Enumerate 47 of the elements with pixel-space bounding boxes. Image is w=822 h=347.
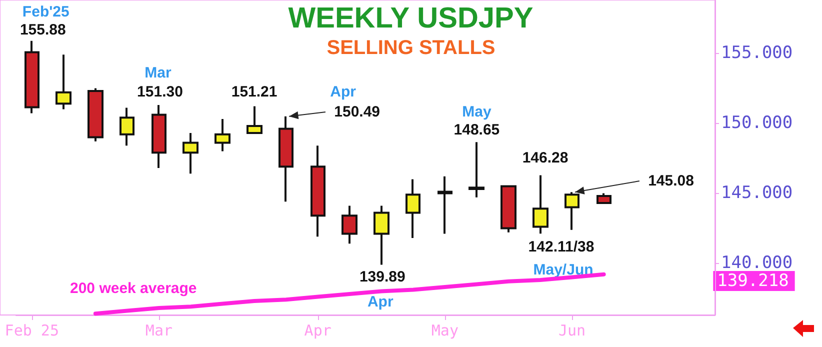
x-tick-label: Mar [145,322,173,340]
series-label: 200 week average [70,280,197,297]
candlestick [88,87,104,142]
annotation: 150.49 [334,104,380,120]
candlestick [438,175,452,235]
text: SELLING STALLS [326,37,496,59]
annotation: Feb'25 [22,4,70,20]
annotation: 146.28 [522,150,568,166]
y-tick-label: 140.000 [721,253,793,274]
x-tick-label: Feb 25 [4,322,59,340]
candlestick [246,105,262,134]
annotation: 145.08 [648,172,694,190]
annotation: 142.11/38 [528,238,594,256]
x-tick-label: Apr [304,322,332,340]
candlestick [500,185,516,234]
y-tick-label: 150.000 [721,113,793,134]
candlestick [468,141,484,198]
candlestick [182,132,198,175]
candlestick [56,54,72,110]
candlestick [214,118,230,152]
candlestick [120,106,134,147]
candlestick [24,40,40,114]
annotation: 155.88 [20,22,66,38]
candlestick [152,104,166,169]
candlestick [406,178,420,239]
y-tick-label: 155.000 [721,43,793,64]
y-tick-label: 145.000 [721,183,793,204]
x-tick-label: Jun [558,322,586,340]
candlestick [564,191,580,231]
candlestick [310,144,326,238]
candlestick [342,204,358,245]
candlestick [374,204,390,266]
annotation: May/Jun [533,262,594,278]
annotation: 148.65 [454,122,500,138]
annotation: 151.30 [137,84,183,100]
candlestick [278,115,294,203]
candlestick [596,192,612,204]
annotation: 139.89 [359,268,406,286]
annotation: May [462,104,492,120]
annotation: 151.21 [231,84,278,100]
x-tick-label: May [431,322,458,340]
annotation: Apr [367,294,394,310]
candlestick [532,174,548,235]
annotation: Mar [144,64,172,82]
chart-title: WEEKLY USDJPY [288,2,534,34]
text: 139.218 [717,271,789,291]
annotation: Apr [330,84,356,100]
